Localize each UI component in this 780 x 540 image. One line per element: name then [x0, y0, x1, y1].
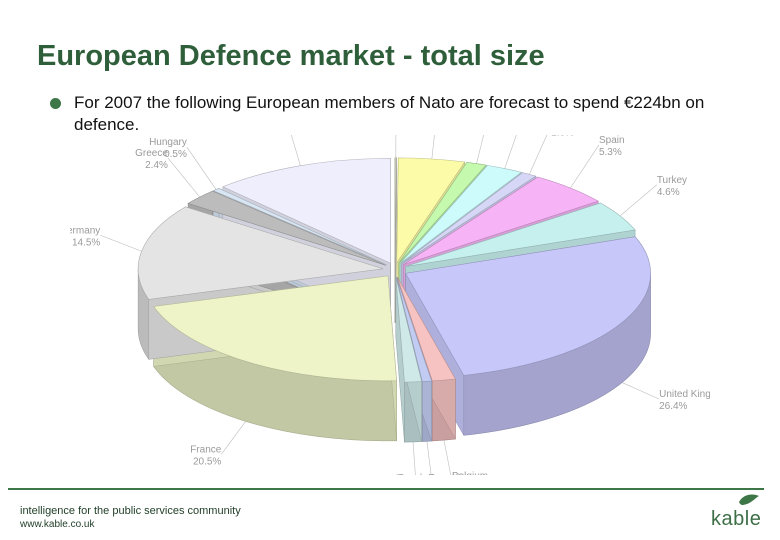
slice-label-hungary: Hungary	[149, 137, 187, 148]
pie-chart: Luxembourg0.1%Netherlands4.3%Norway1.3%P…	[70, 135, 710, 475]
leader-line-germany	[100, 234, 142, 252]
leader-line-portugal	[528, 135, 548, 175]
logo-text: kable	[711, 508, 762, 530]
slice-label-germany: Germany	[70, 225, 100, 236]
footer-tagline: intelligence for the public services com…	[20, 505, 241, 517]
slide-title: European Defence market - total size	[37, 40, 545, 72]
slice-france	[153, 275, 397, 382]
slice-label-denmark: Denmark	[396, 474, 438, 475]
slice-label-france: France	[190, 444, 222, 455]
slice-label-belgium: Belgium	[452, 471, 488, 475]
leader-line-hungary	[186, 146, 217, 190]
slice-label-spain: Spain	[599, 135, 625, 146]
slice-value-united-kingdom: 26.4%	[659, 401, 687, 412]
leader-line-france	[221, 421, 246, 455]
leader-line-belgium	[443, 440, 452, 475]
slice-value-germany: 14.5%	[72, 237, 100, 248]
kable-logo: kable	[705, 490, 765, 534]
leaf-icon	[739, 494, 759, 505]
slice-greece	[187, 190, 387, 266]
leader-line-norway	[476, 135, 484, 164]
bullet-text: For 2007 the following European members …	[74, 93, 705, 134]
slice-italy	[222, 158, 391, 264]
slice-value-spain: 5.3%	[599, 147, 622, 158]
slice-poland	[399, 165, 523, 264]
slice-label-united-kingdom: United Kingdom	[659, 389, 710, 400]
slice-value-portugal: 1.0%	[551, 135, 574, 138]
slice-label-czech-republic: Czech Republic	[397, 473, 467, 475]
leader-line-greece	[167, 157, 200, 198]
slice-turkey	[405, 202, 636, 267]
slice-hungary	[212, 187, 387, 266]
leader-line-netherlands	[431, 135, 435, 159]
slice-czech-republic	[396, 277, 433, 382]
slice-value-turkey: 4.6%	[657, 187, 680, 198]
footer-divider	[8, 488, 764, 490]
leader-line-poland	[504, 135, 517, 169]
leader-line-italy	[291, 135, 301, 166]
slice-label-turkey: Turkey	[657, 175, 687, 186]
slice-value-hungary: 0.5%	[164, 149, 187, 160]
slice-denmark	[395, 277, 423, 383]
slice-belgium	[397, 276, 456, 382]
slice-label-greece: Greece	[135, 148, 168, 159]
bullet-item: For 2007 the following European members …	[50, 92, 750, 136]
leader-line-turkey	[619, 184, 658, 217]
slice-netherlands	[396, 157, 466, 264]
leader-line-spain	[570, 144, 600, 189]
pie-tops	[137, 157, 651, 383]
pie-labels: Luxembourg0.1%Netherlands4.3%Norway1.3%P…	[70, 135, 710, 475]
leader-line-czech-republic	[426, 441, 432, 475]
leader-line-denmark	[412, 441, 416, 475]
bullet-dot-icon	[50, 98, 61, 109]
footer-url: www.kable.co.uk	[20, 519, 95, 530]
slice-united-kingdom	[405, 236, 651, 376]
leader-line-united-kingdom	[621, 382, 660, 400]
slice-value-greece: 2.4%	[145, 160, 168, 171]
slice-value-france: 20.5%	[193, 456, 221, 467]
slice-spain	[403, 176, 599, 266]
